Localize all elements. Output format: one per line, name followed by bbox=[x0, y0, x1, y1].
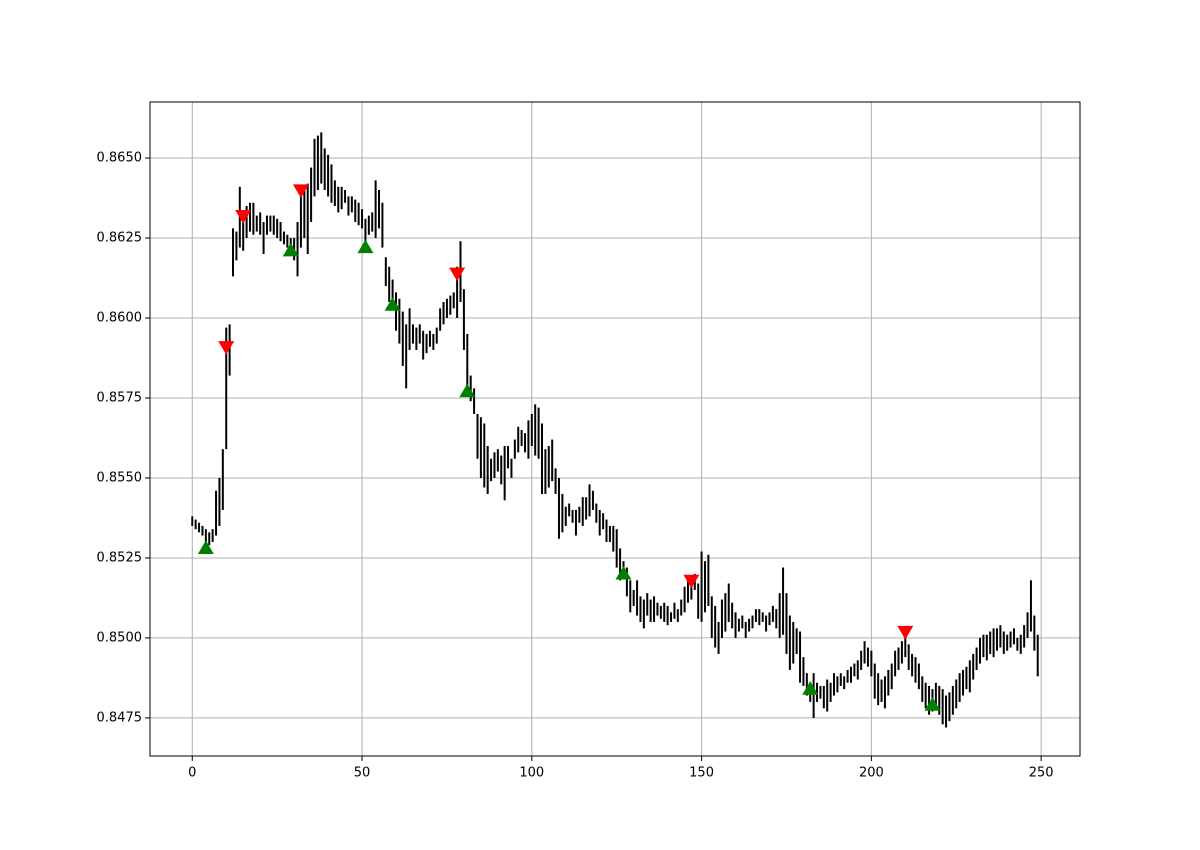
buy-signal bbox=[802, 681, 819, 695]
x-tick-label: 150 bbox=[689, 766, 714, 781]
grid bbox=[150, 102, 1080, 756]
sell-signal bbox=[449, 267, 466, 282]
marks bbox=[191, 132, 1039, 728]
y-tick-label: 0.8475 bbox=[97, 710, 143, 725]
sell-signal bbox=[683, 574, 700, 589]
y-tick-label: 0.8650 bbox=[97, 150, 143, 165]
buy-signal bbox=[357, 239, 374, 254]
buy-signal bbox=[384, 297, 401, 311]
y-tick-label: 0.8525 bbox=[97, 550, 143, 565]
x-tick-label: 50 bbox=[354, 766, 371, 781]
y-tick-label: 0.8600 bbox=[97, 310, 143, 325]
x-tick-label: 0 bbox=[188, 766, 196, 781]
buy-signal bbox=[615, 565, 632, 580]
y-tick-label: 0.8575 bbox=[97, 390, 143, 405]
y-tick-label: 0.8625 bbox=[97, 230, 143, 245]
buy-signal bbox=[282, 242, 299, 257]
sell-signal bbox=[235, 209, 252, 224]
sell-signal bbox=[897, 625, 914, 640]
x-tick-label: 200 bbox=[859, 766, 884, 781]
y-tick-label: 0.8550 bbox=[97, 470, 143, 485]
sell-signal bbox=[218, 341, 235, 355]
buy-signal bbox=[924, 697, 941, 711]
x-tick-label: 250 bbox=[1029, 766, 1054, 781]
buy-signal bbox=[459, 383, 476, 398]
y-tick-label: 0.8500 bbox=[97, 630, 143, 645]
sell-signal bbox=[292, 184, 309, 198]
buy-signal bbox=[197, 540, 214, 554]
plot-frame bbox=[149, 101, 1081, 757]
axes: 0 50 100 150 200 250 0.8475 0.8500 0.8525 0.8550 0… bbox=[97, 150, 1054, 780]
x-tick-label: 100 bbox=[519, 766, 544, 781]
